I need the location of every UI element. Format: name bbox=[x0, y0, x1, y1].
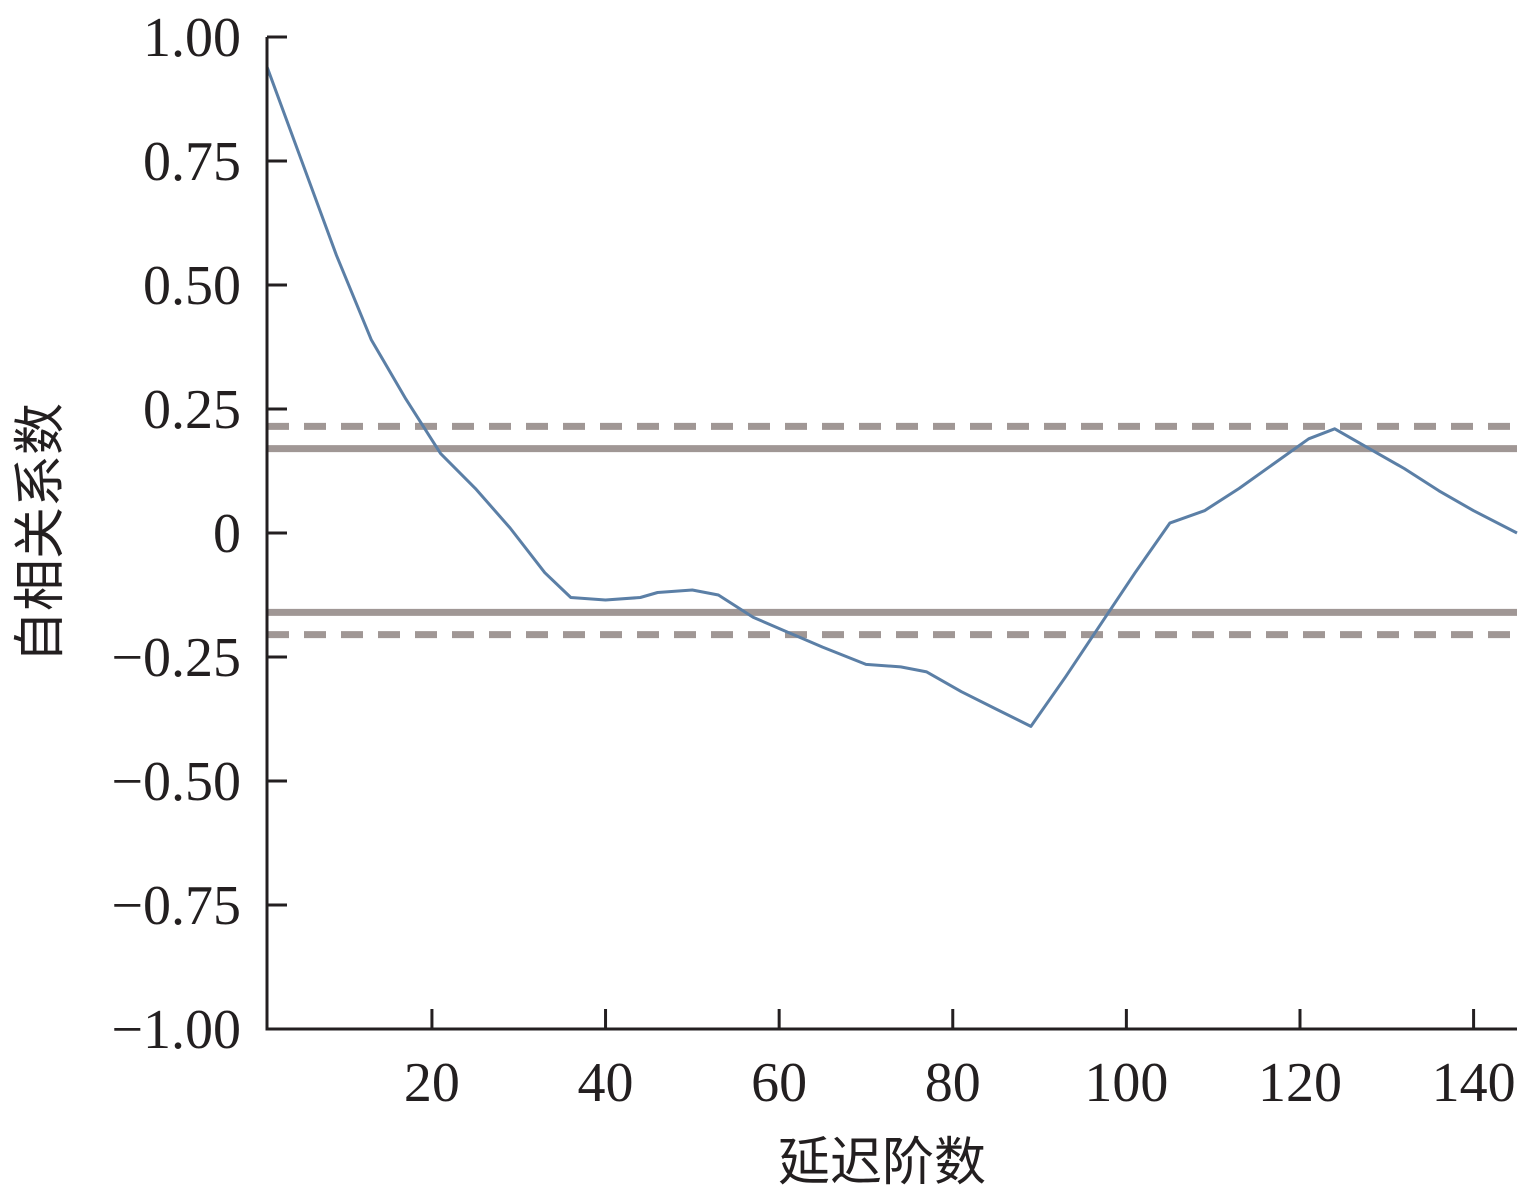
reference-lines bbox=[267, 422, 1517, 639]
x-axis-ticks: 20 40 60 80 100 120 140 bbox=[404, 1009, 1516, 1114]
y-tick-label: −0.75 bbox=[111, 875, 241, 937]
y-axis-title: 自相关系数 bbox=[11, 403, 71, 663]
x-tick-label: 120 bbox=[1258, 1052, 1342, 1114]
axes bbox=[265, 37, 1517, 1031]
y-tick-label: 0.25 bbox=[143, 379, 241, 441]
x-tick-label: 100 bbox=[1084, 1052, 1168, 1114]
x-tick-label: 60 bbox=[751, 1052, 807, 1114]
y-tick-label: 0.50 bbox=[143, 255, 241, 317]
series-line-0 bbox=[265, 66, 1518, 728]
y-tick-label: −1.00 bbox=[111, 999, 241, 1061]
y-tick-label: −0.50 bbox=[111, 751, 241, 813]
y-tick-label: 0.75 bbox=[143, 131, 241, 193]
x-tick-label: 140 bbox=[1432, 1052, 1516, 1114]
y-tick-label: 0 bbox=[213, 503, 241, 565]
series-lines bbox=[265, 66, 1518, 728]
y-axis-ticks: 1.00 0.75 0.50 0.25 0 −0.25 −0.50 −0.75 −1.00 bbox=[111, 7, 287, 1061]
x-tick-label: 20 bbox=[404, 1052, 460, 1114]
y-tick-label: −0.25 bbox=[111, 627, 241, 689]
x-axis-title: 延迟阶数 bbox=[778, 1133, 986, 1193]
y-tick-label: 1.00 bbox=[143, 7, 241, 69]
x-tick-label: 40 bbox=[578, 1052, 634, 1114]
x-tick-label: 80 bbox=[925, 1052, 981, 1114]
